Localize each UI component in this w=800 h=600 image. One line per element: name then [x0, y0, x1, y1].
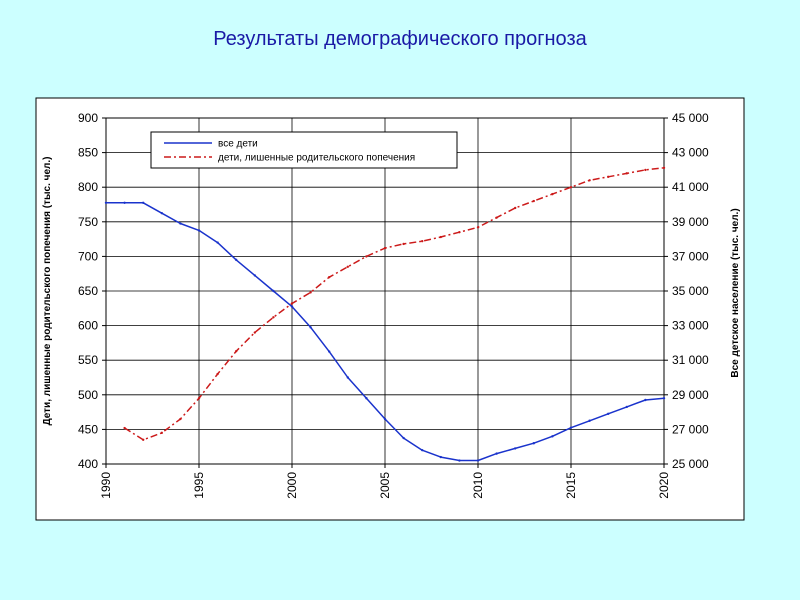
y-tick-label-left: 650	[78, 284, 98, 298]
legend-label-2: дети, лишенные родительского попечения	[218, 153, 415, 164]
series-1-point	[197, 229, 201, 232]
series-1-point	[495, 452, 498, 455]
y-tick-label-left: 900	[78, 111, 98, 125]
series-2-point	[402, 242, 405, 246]
series-2-point	[644, 168, 647, 172]
series-2-point	[253, 331, 256, 334]
y-tick-label-right: 45 000	[672, 111, 709, 125]
series-2-point	[607, 175, 610, 179]
y-tick-label-right: 27 000	[672, 422, 709, 436]
y-tick-label-left: 850	[78, 146, 98, 160]
y-tick-label-left: 750	[78, 215, 98, 229]
x-tick-label: 2005	[378, 472, 392, 499]
series-1-point	[160, 211, 163, 215]
series-2-point	[197, 397, 201, 400]
y-tick-label-left: 550	[78, 353, 98, 367]
series-1-point	[532, 442, 535, 445]
y-tick-label-left: 450	[78, 422, 98, 436]
series-1-point	[123, 201, 126, 204]
series-1-point	[309, 326, 312, 329]
series-2-point	[179, 417, 182, 421]
y-axis-left-title: Дети, лишенные родительского попечения (…	[42, 156, 53, 425]
series-1-point	[551, 435, 554, 438]
series-1-point	[439, 455, 442, 459]
y-tick-label-right: 43 000	[672, 146, 709, 160]
series-2-point	[290, 302, 294, 305]
y-tick-label-right: 29 000	[672, 388, 709, 402]
series-1-point	[607, 412, 610, 416]
series-2-point	[346, 265, 349, 268]
legend-box	[150, 131, 458, 169]
series-2-point	[216, 372, 219, 376]
series-2-point	[439, 235, 442, 239]
series-2-point	[532, 199, 535, 203]
y-tick-label-right: 31 000	[672, 353, 709, 367]
y-tick-label-right: 33 000	[672, 319, 709, 333]
series-2-point	[142, 438, 145, 441]
series-1-point	[346, 376, 349, 379]
series-1-point	[383, 417, 387, 421]
slide-title: Результаты демографического прогноза	[213, 28, 587, 50]
series-1-point	[662, 397, 666, 400]
series-2-point	[662, 166, 666, 170]
y-tick-label-left: 600	[78, 319, 98, 333]
series-1-point	[625, 405, 628, 409]
series-2-point	[625, 172, 628, 175]
series-1-point	[476, 459, 480, 462]
series-2-point	[458, 230, 461, 234]
y-tick-label-right: 41 000	[672, 180, 709, 194]
x-tick-label: 1995	[192, 472, 206, 499]
series-2-point	[309, 291, 312, 294]
y-tick-label-right: 35 000	[672, 284, 709, 298]
series-2-point	[421, 239, 424, 243]
y-tick-label-left: 400	[78, 457, 98, 471]
series-1-point	[253, 274, 256, 277]
series-2-point	[514, 206, 517, 210]
x-tick-label: 1990	[99, 472, 113, 499]
y-tick-label-right: 25 000	[672, 457, 709, 471]
series-1-point	[272, 289, 275, 293]
series-2-point	[495, 216, 498, 219]
y-tick-label-left: 800	[78, 180, 98, 194]
series-line-2	[124, 167, 665, 441]
series-1-point	[365, 397, 368, 400]
legend-label-1: все дети	[218, 139, 258, 150]
series-2-point	[235, 350, 238, 353]
series-2-point	[383, 246, 387, 250]
series-1-point	[104, 201, 108, 204]
series-2-point	[160, 431, 163, 435]
series-1-point	[421, 448, 424, 452]
series-1-point	[644, 398, 647, 402]
x-tick-label: 2010	[471, 472, 485, 499]
series-1-point	[458, 459, 461, 462]
series-1-point	[216, 241, 219, 244]
series-1-point	[402, 436, 405, 440]
series-1-point	[179, 222, 182, 225]
y-tick-label-left: 700	[78, 249, 98, 263]
series-1-point	[235, 258, 238, 262]
series-2-point	[551, 192, 554, 196]
y-tick-label-right: 39 000	[672, 215, 709, 229]
series-2-point	[328, 275, 331, 279]
series-1-point	[514, 447, 517, 450]
series-2-point	[569, 186, 573, 189]
series-2-point	[123, 426, 126, 430]
x-tick-label: 2015	[564, 472, 578, 499]
series-1-point	[588, 419, 591, 422]
series-2-point	[476, 226, 480, 229]
y-axis-right-title: Все детское население (тыс. чел.)	[730, 208, 741, 377]
x-tick-label: 2020	[657, 472, 671, 499]
series-1-point	[569, 426, 573, 429]
series-1-point	[142, 201, 145, 204]
x-tick-label: 2000	[285, 472, 299, 499]
y-tick-label-left: 500	[78, 388, 98, 402]
series-2-point	[272, 316, 275, 319]
series-2-point	[588, 179, 591, 182]
series-2-point	[365, 255, 368, 258]
series-1-point	[328, 350, 331, 353]
y-tick-label-right: 37 000	[672, 249, 709, 263]
series-1-point	[290, 305, 294, 308]
